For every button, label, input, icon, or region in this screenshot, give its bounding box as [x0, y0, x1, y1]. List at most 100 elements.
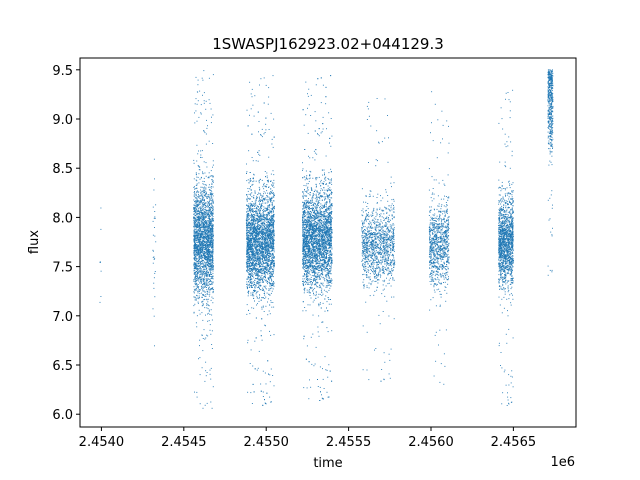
data-point	[256, 222, 258, 224]
data-point	[203, 226, 205, 228]
data-point	[206, 334, 208, 336]
data-point	[258, 269, 260, 270]
data-point	[205, 314, 206, 316]
data-point	[263, 285, 265, 287]
data-point	[270, 287, 271, 289]
data-point	[195, 276, 196, 278]
data-point	[195, 244, 197, 246]
data-point	[210, 187, 212, 189]
data-point	[211, 330, 213, 332]
data-point	[205, 226, 207, 228]
data-point	[250, 226, 252, 228]
data-point	[193, 252, 195, 254]
data-point	[209, 270, 211, 271]
data-point	[273, 195, 275, 196]
data-point	[259, 263, 261, 265]
data-point	[209, 242, 210, 244]
data-point	[194, 278, 196, 280]
data-point	[256, 268, 258, 270]
data-point	[272, 200, 274, 202]
data-point	[208, 283, 210, 285]
data-point	[204, 248, 206, 249]
data-point	[195, 206, 197, 208]
data-point	[260, 258, 262, 260]
data-point	[251, 273, 253, 275]
data-point	[205, 212, 207, 214]
data-point	[204, 221, 206, 223]
data-point	[269, 270, 271, 272]
data-point	[252, 251, 254, 253]
data-point	[252, 252, 254, 254]
data-point	[207, 258, 209, 260]
data-point	[207, 294, 209, 295]
data-point	[212, 198, 214, 200]
data-point	[208, 201, 210, 203]
data-point	[196, 160, 198, 162]
data-point	[252, 248, 254, 249]
data-point	[202, 274, 204, 276]
data-point	[212, 175, 214, 177]
data-point	[205, 245, 206, 247]
data-point	[260, 279, 262, 280]
data-point	[256, 283, 258, 285]
data-point	[256, 235, 258, 237]
data-point	[206, 271, 208, 273]
data-point	[203, 261, 205, 263]
data-point	[269, 198, 271, 200]
data-point	[272, 242, 274, 244]
data-point	[203, 283, 205, 285]
data-point	[211, 247, 213, 249]
data-point	[201, 213, 203, 215]
data-point	[199, 217, 201, 219]
data-point	[263, 273, 265, 275]
data-point	[205, 230, 207, 232]
data-point	[201, 279, 203, 281]
data-point	[209, 324, 211, 326]
data-point	[255, 180, 257, 182]
data-point	[256, 369, 258, 371]
data-point	[272, 283, 274, 285]
data-point	[202, 238, 204, 239]
data-point	[261, 223, 263, 225]
data-point	[252, 241, 254, 243]
data-point	[197, 265, 199, 267]
data-point	[204, 172, 206, 174]
data-point	[193, 223, 195, 225]
data-point	[199, 203, 201, 205]
data-point	[252, 219, 253, 221]
data-point	[210, 261, 212, 263]
data-point	[251, 224, 253, 226]
data-point	[193, 227, 195, 229]
data-point	[260, 214, 262, 216]
data-point	[264, 259, 266, 261]
data-point	[255, 223, 257, 225]
data-point	[205, 188, 207, 190]
data-point	[200, 211, 202, 213]
data-point	[193, 250, 195, 252]
data-point	[265, 218, 267, 220]
data-point	[199, 267, 201, 269]
data-point	[199, 403, 201, 405]
data-point	[209, 234, 211, 236]
data-point	[250, 271, 252, 272]
data-point	[195, 76, 197, 78]
data-point	[202, 300, 204, 302]
data-point	[250, 232, 252, 234]
data-point	[205, 246, 207, 248]
data-point	[212, 262, 214, 264]
data-point	[152, 206, 154, 208]
data-point	[207, 263, 209, 265]
data-point	[205, 264, 207, 266]
data-point	[202, 243, 204, 245]
data-point	[206, 244, 208, 246]
data-point	[266, 208, 267, 210]
data-point	[264, 239, 265, 241]
data-point	[199, 226, 200, 228]
data-point	[205, 375, 207, 377]
data-point	[249, 235, 251, 237]
data-point	[206, 216, 207, 218]
data-point	[265, 403, 267, 405]
data-point	[268, 276, 270, 278]
data-point	[198, 173, 200, 175]
data-point	[196, 223, 198, 225]
